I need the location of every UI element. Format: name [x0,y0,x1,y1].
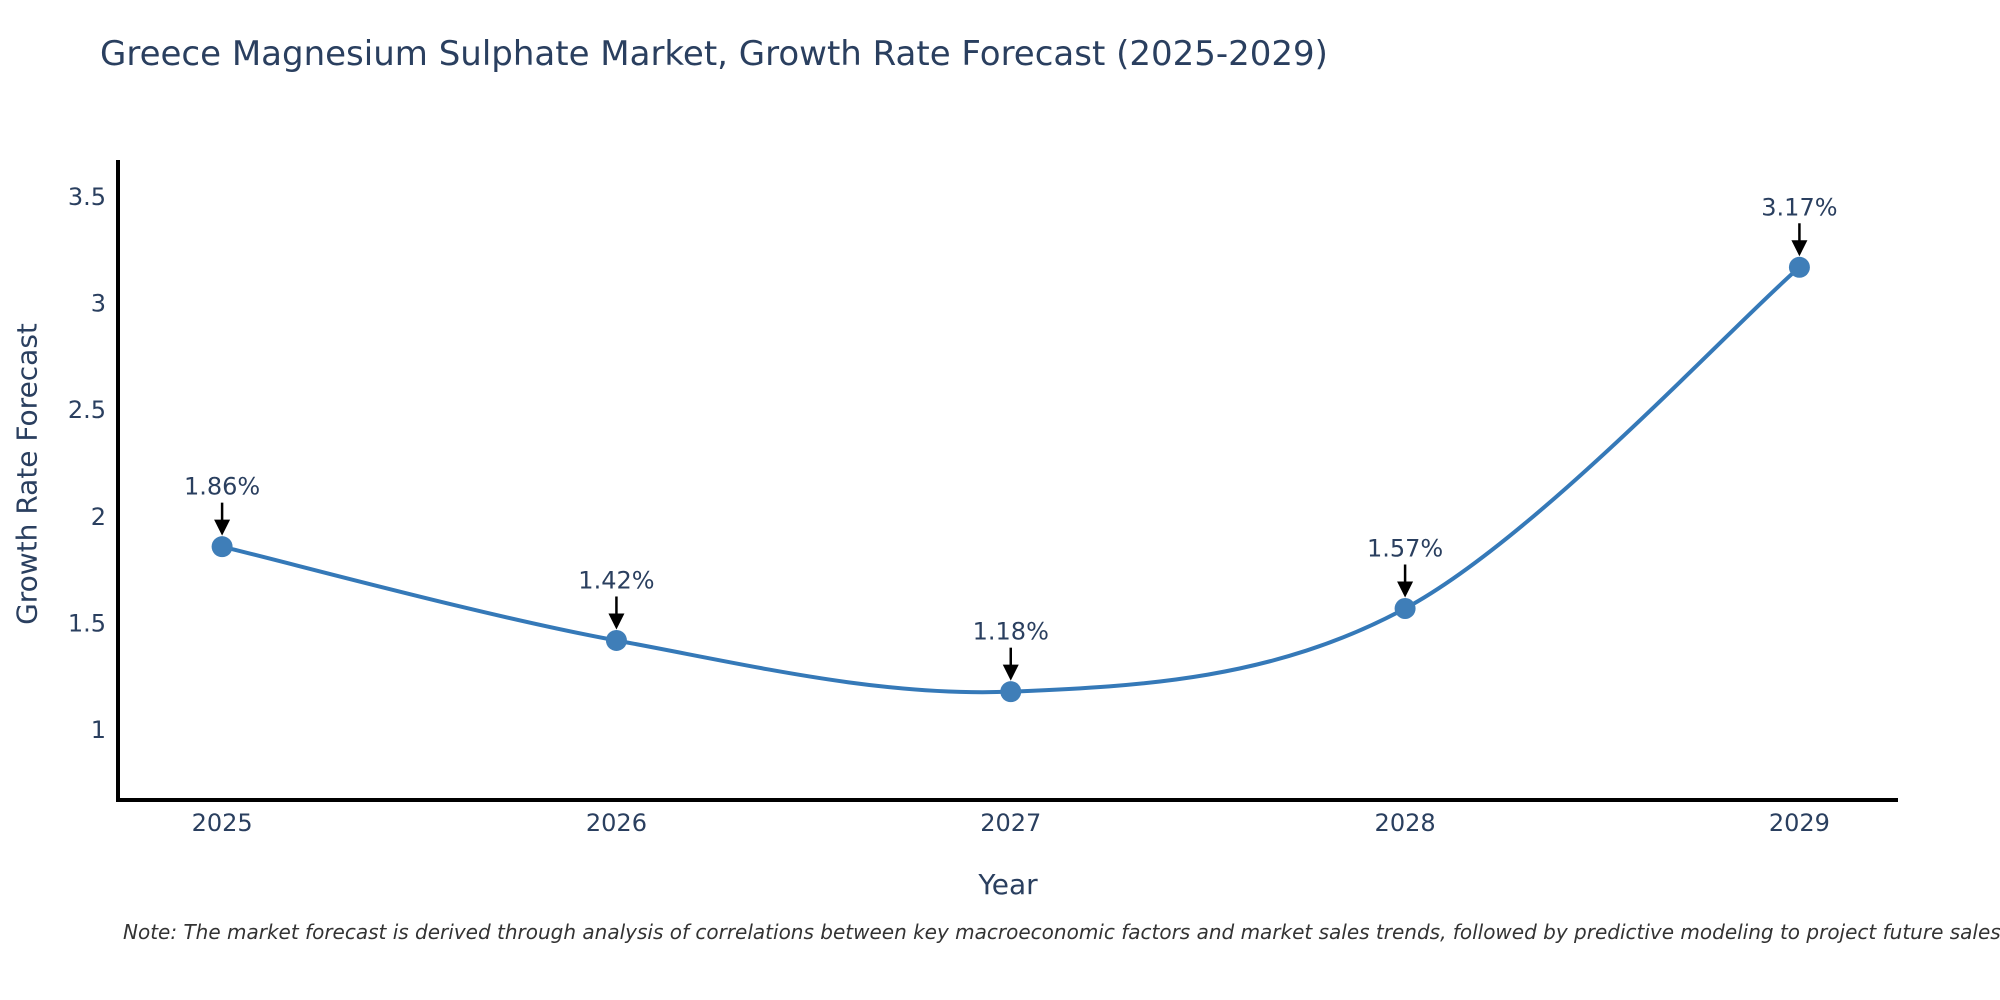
footnote: Note: The market forecast is derived thr… [123,920,2000,944]
x-tick-label: 2025 [192,809,253,837]
annotation-arrowhead [1791,240,1808,257]
data-point-marker [1788,256,1810,278]
data-point-label: 1.42% [578,566,654,594]
data-point-label: 1.18% [973,618,1049,646]
y-tick-label: 1.5 [68,609,106,637]
y-tick-label: 3.5 [68,183,106,211]
data-point-label: 1.57% [1367,534,1443,562]
data-point-marker [605,629,627,651]
x-tick-label: 2029 [1769,809,1830,837]
data-point-label: 1.86% [184,473,260,501]
data-point-label: 3.17% [1761,193,1837,221]
x-axis-title: Year [978,868,1038,901]
data-point-marker [1000,681,1022,703]
y-tick-label: 1 [91,716,106,744]
data-point-marker [1394,597,1416,619]
x-tick-label: 2027 [980,809,1041,837]
annotation-arrowhead [1397,581,1414,598]
chart-title: Greece Magnesium Sulphate Market, Growth… [100,34,1328,74]
annotation-arrowhead [1002,664,1019,681]
x-tick-label: 2028 [1375,809,1436,837]
annotation-arrowhead [214,519,231,536]
y-tick-label: 2 [91,503,106,531]
annotation-arrowhead [608,613,625,630]
y-tick-label: 3 [91,290,106,318]
y-tick-label: 2.5 [68,396,106,424]
x-tick-label: 2026 [586,809,647,837]
data-point-marker [211,536,233,558]
